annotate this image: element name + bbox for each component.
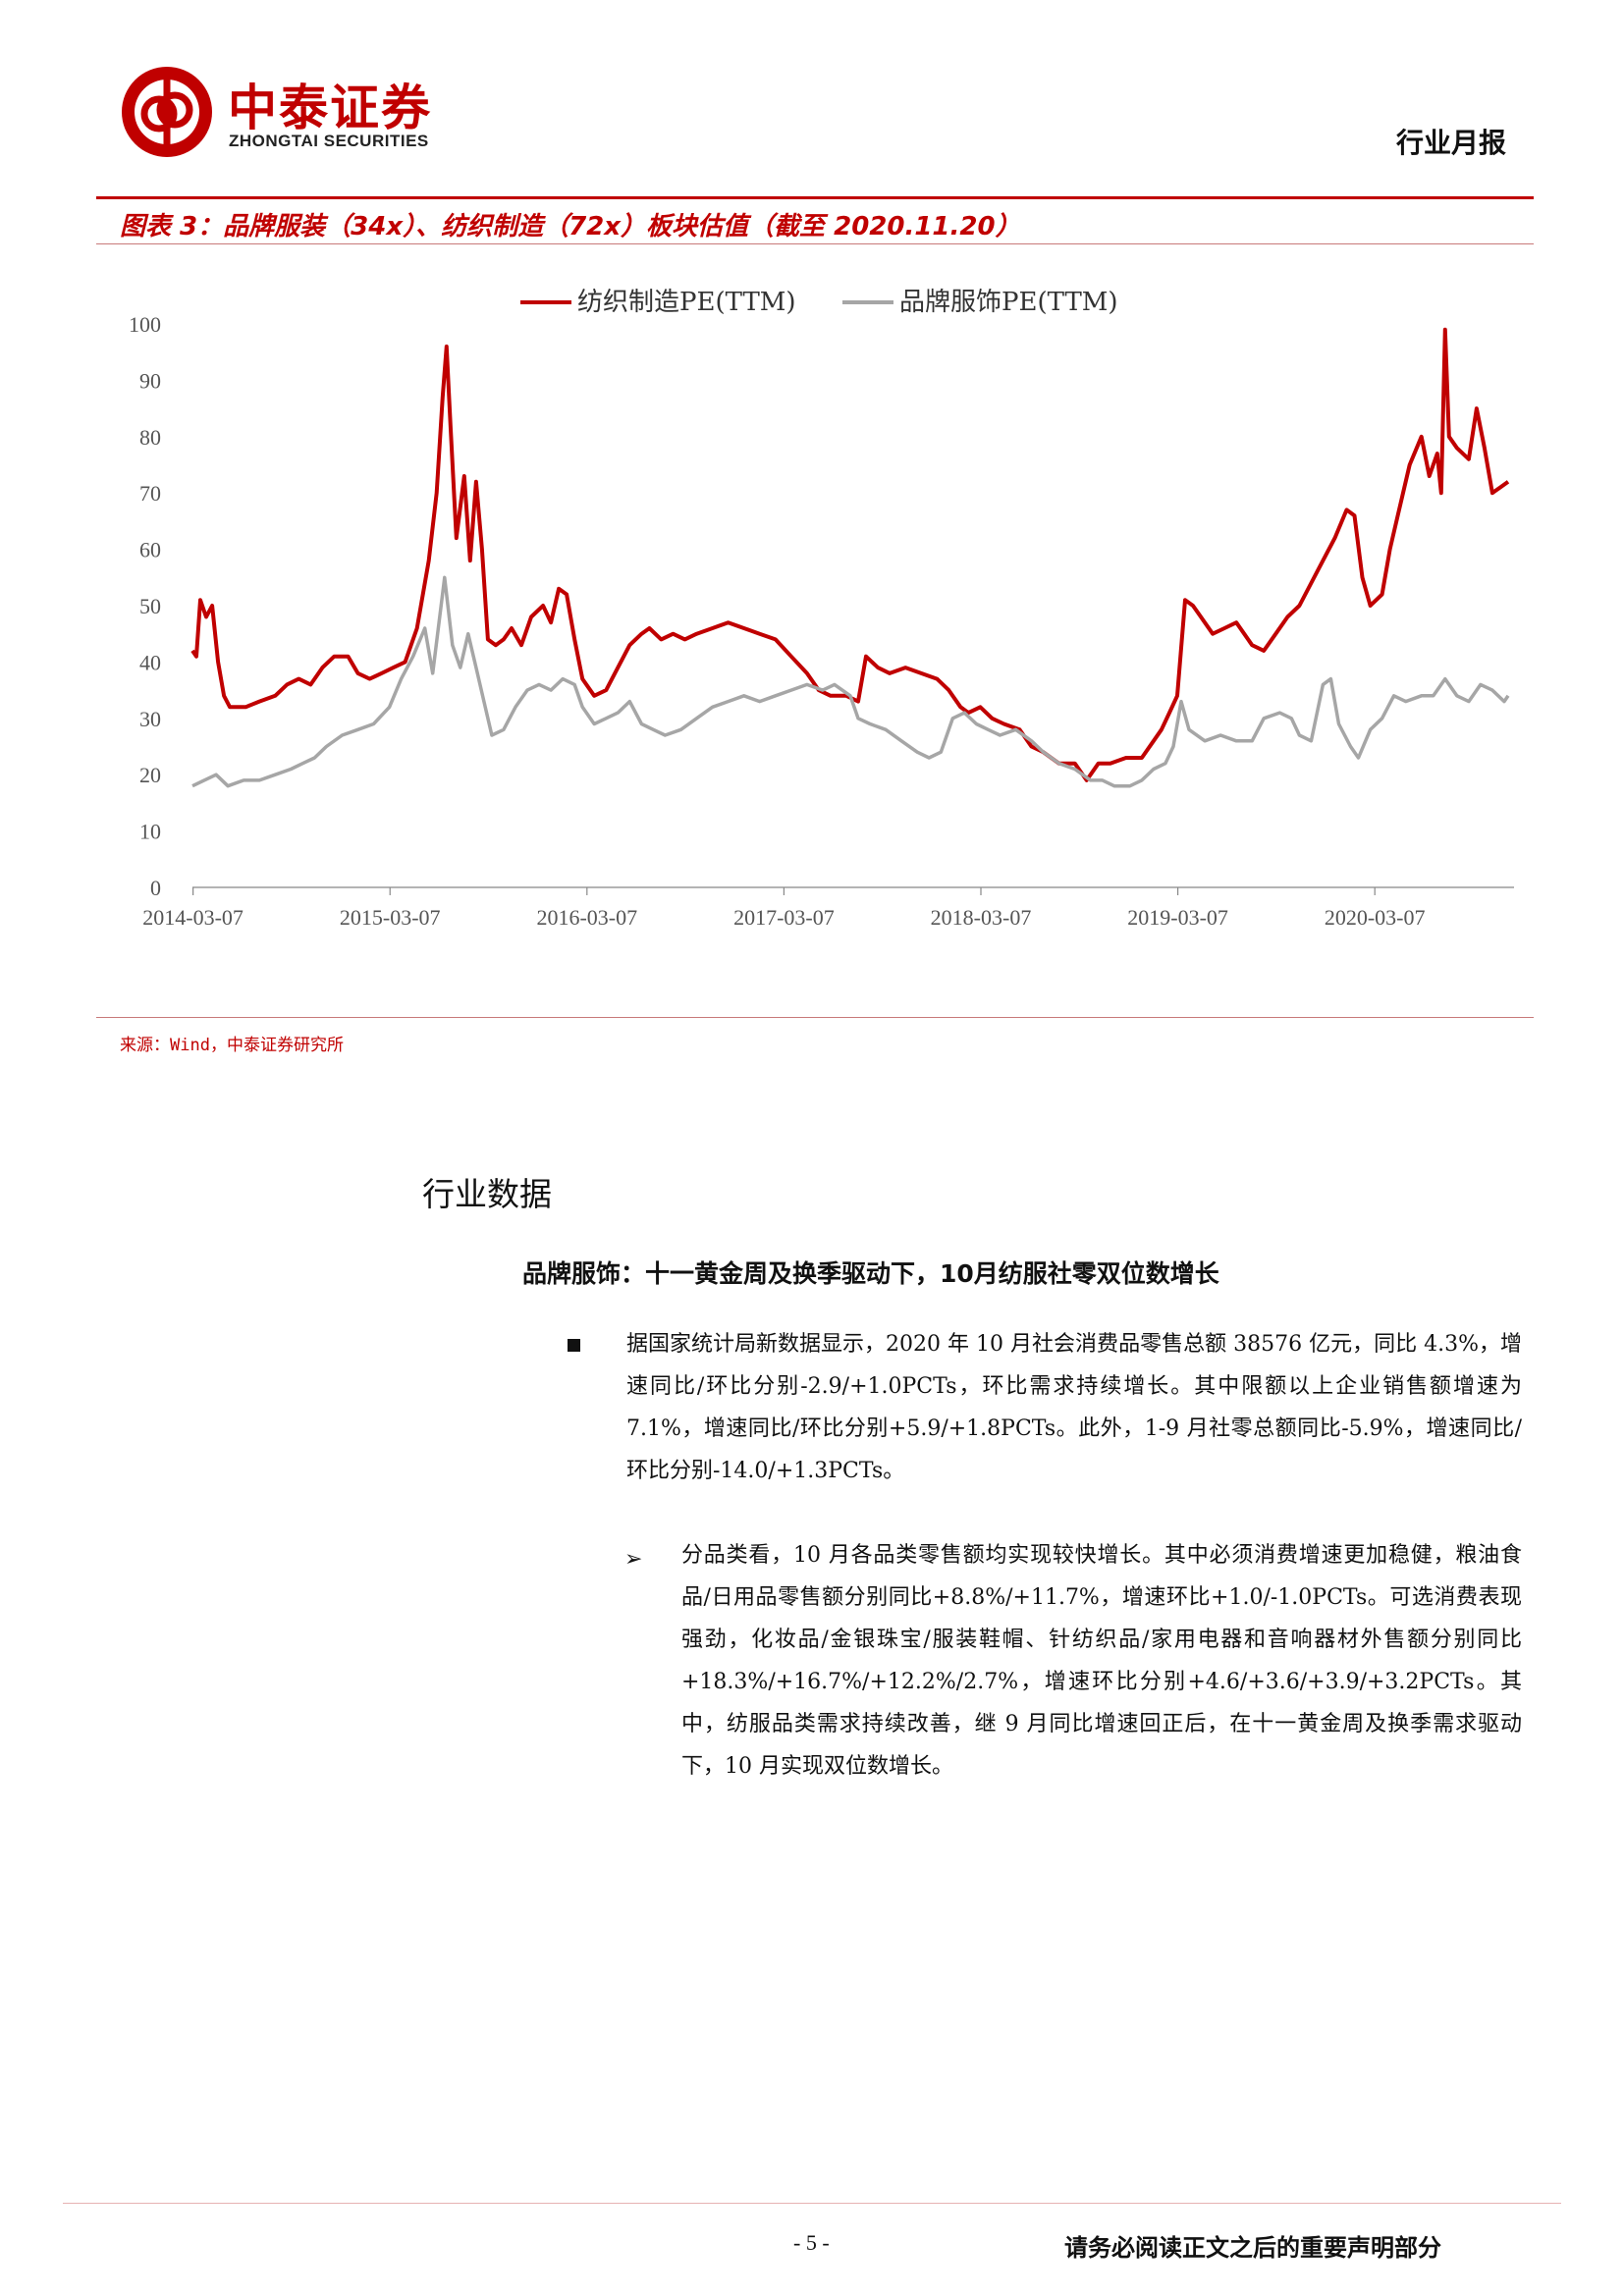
series-layer [190, 327, 1510, 788]
y-tick-label: 10 [139, 820, 161, 844]
company-name-cn: 中泰证券 [228, 80, 432, 136]
legend-label: 品牌服饰PE(TTM) [899, 288, 1118, 317]
company-logo-icon [122, 67, 212, 157]
chart-legend: 纺织制造PE(TTM) 品牌服饰PE(TTM) [520, 288, 1118, 317]
x-tick-label: 2016-03-07 [536, 905, 637, 930]
series-line-textile-manufacturing [190, 327, 1510, 782]
report-type-label: 行业月报 [1396, 127, 1507, 159]
x-tick-label: 2014-03-07 [142, 905, 244, 930]
y-tick-label: 0 [150, 876, 161, 900]
section-subtitle: 品牌服饰：十一黄金周及换季驱动下，10月纺服社零双位数增长 [522, 1259, 1219, 1288]
x-tick-label: 2017-03-07 [733, 905, 835, 930]
y-tick-label: 30 [139, 707, 161, 731]
figure-title-divider [96, 243, 1534, 244]
y-tick-label: 80 [139, 425, 161, 450]
y-tick-label: 40 [139, 650, 161, 674]
y-tick-label: 100 [129, 312, 161, 337]
x-tick-label: 2020-03-07 [1325, 905, 1426, 930]
figure-title: 图表 3：品牌服装（34x）、纺织制造（72x）板块估值（截至 2020.11.… [120, 212, 1021, 241]
figure-source: 来源：Wind，中泰证券研究所 [120, 1036, 344, 1055]
pe-valuation-line-chart: 纺织制造PE(TTM) 品牌服饰PE(TTM) 0 10 20 30 40 50 60 70 80… [129, 288, 1514, 930]
header-divider [96, 196, 1534, 199]
series-line-brand-apparel [191, 575, 1510, 788]
x-tick-label: 2015-03-07 [340, 905, 441, 930]
y-tick-label: 70 [139, 481, 161, 506]
sub-bullet-paragraph: 分品类看，10 月各品类零售额均实现较快增长。其中必须消费增速更加稳健，粮油食品… [681, 1543, 1522, 1779]
arrow-bullet-icon: ➢ [624, 1547, 643, 1572]
x-tick-label: 2018-03-07 [931, 905, 1032, 930]
x-tick-label: 2019-03-07 [1127, 905, 1228, 930]
y-tick-label: 90 [139, 368, 161, 393]
square-bullet-icon [568, 1339, 580, 1352]
page-number: - 5 - [793, 2230, 830, 2255]
legend-label: 纺织制造PE(TTM) [577, 288, 796, 317]
y-tick-label: 60 [139, 538, 161, 562]
bullet-paragraph: 据国家统计局新数据显示，2020 年 10 月社会消费品零售总额 38576 亿… [626, 1332, 1522, 1483]
x-axis: 2014-03-07 2015-03-07 2016-03-07 2017-03-07… [142, 886, 1514, 930]
footer-disclaimer: 请务必阅读正文之后的重要声明部分 [1064, 2234, 1441, 2262]
y-tick-label: 20 [139, 763, 161, 787]
footer-divider [63, 2203, 1561, 2204]
y-tick-label: 50 [139, 594, 161, 618]
figure-bottom-divider [96, 1017, 1534, 1018]
company-name-en: ZHONGTAI SECURITIES [229, 132, 429, 150]
section-title: 行业数据 [422, 1175, 552, 1213]
y-axis: 0 10 20 30 40 50 60 70 80 90 100 [129, 312, 161, 900]
